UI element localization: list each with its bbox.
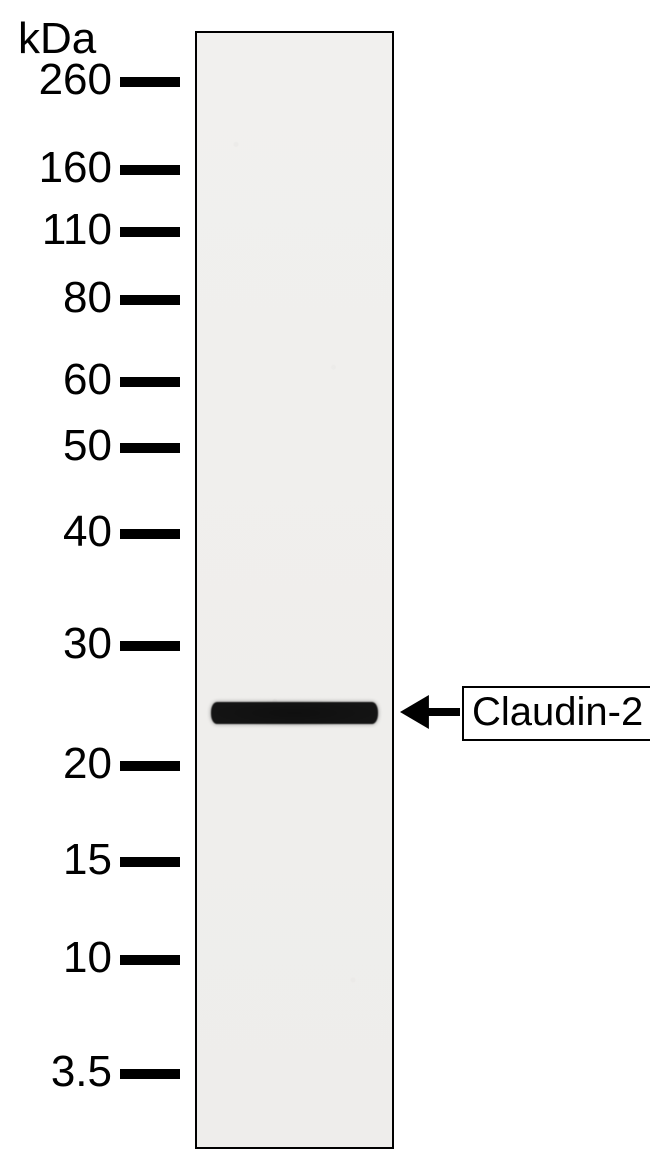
ladder-label: 60 xyxy=(63,355,112,405)
band-arrow-icon xyxy=(400,695,460,729)
ladder-label: 3.5 xyxy=(51,1047,112,1097)
ladder-tick xyxy=(120,295,180,305)
ladder-tick xyxy=(120,443,180,453)
ladder-label: 15 xyxy=(63,835,112,885)
ladder-tick xyxy=(120,857,180,867)
ladder-label: 80 xyxy=(63,273,112,323)
ladder-label: 160 xyxy=(39,143,112,193)
ladder-label: 20 xyxy=(63,739,112,789)
ladder-tick xyxy=(120,377,180,387)
ladder-tick xyxy=(120,955,180,965)
ladder-tick xyxy=(120,641,180,651)
lane-background xyxy=(197,33,392,1147)
ladder-label: 260 xyxy=(39,55,112,105)
protein-band xyxy=(211,702,378,724)
ladder-tick xyxy=(120,1069,180,1079)
ladder-label: 10 xyxy=(63,933,112,983)
ladder-tick xyxy=(120,77,180,87)
ladder-label: 40 xyxy=(63,507,112,557)
ladder-label: 50 xyxy=(63,421,112,471)
ladder-tick xyxy=(120,761,180,771)
ladder-label: 30 xyxy=(63,619,112,669)
gel-lane xyxy=(195,31,394,1149)
blot-figure: kDa 26016011080605040302015103.5 Claudin… xyxy=(0,0,650,1169)
ladder-tick xyxy=(120,227,180,237)
ladder-tick xyxy=(120,529,180,539)
ladder-label: 110 xyxy=(42,205,112,255)
band-annotation-label: Claudin-2 xyxy=(462,686,650,741)
ladder-tick xyxy=(120,165,180,175)
